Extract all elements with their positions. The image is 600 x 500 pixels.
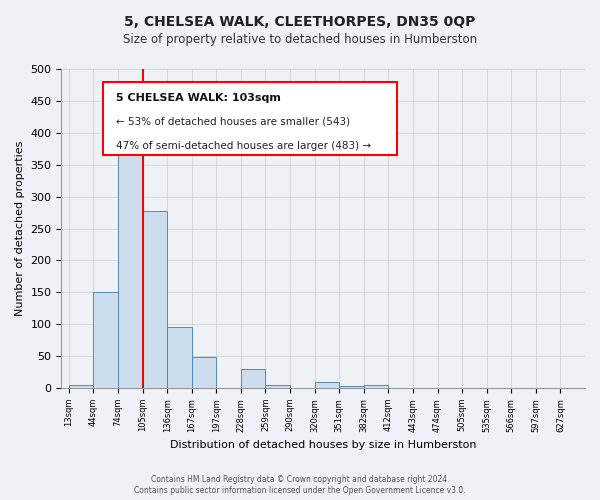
Bar	[241, 369, 265, 388]
X-axis label: Distribution of detached houses by size in Humberston: Distribution of detached houses by size …	[170, 440, 476, 450]
Bar	[339, 386, 364, 388]
FancyBboxPatch shape	[103, 82, 397, 155]
Bar	[265, 385, 290, 388]
Bar	[364, 385, 388, 388]
Bar	[118, 120, 143, 388]
Text: 5, CHELSEA WALK, CLEETHORPES, DN35 0QP: 5, CHELSEA WALK, CLEETHORPES, DN35 0QP	[124, 15, 476, 29]
Text: 47% of semi-detached houses are larger (483) →: 47% of semi-detached houses are larger (…	[116, 141, 371, 151]
Bar	[143, 210, 167, 388]
Bar	[94, 292, 118, 388]
Text: 5 CHELSEA WALK: 103sqm: 5 CHELSEA WALK: 103sqm	[116, 93, 281, 103]
Text: Size of property relative to detached houses in Humberston: Size of property relative to detached ho…	[123, 32, 477, 46]
Text: Contains public sector information licensed under the Open Government Licence v3: Contains public sector information licen…	[134, 486, 466, 495]
Bar	[314, 382, 339, 388]
Text: Contains HM Land Registry data © Crown copyright and database right 2024.: Contains HM Land Registry data © Crown c…	[151, 475, 449, 484]
Y-axis label: Number of detached properties: Number of detached properties	[15, 141, 25, 316]
Bar	[167, 328, 191, 388]
Text: ← 53% of detached houses are smaller (543): ← 53% of detached houses are smaller (54…	[116, 117, 350, 127]
Bar	[69, 385, 94, 388]
Bar	[191, 358, 216, 388]
